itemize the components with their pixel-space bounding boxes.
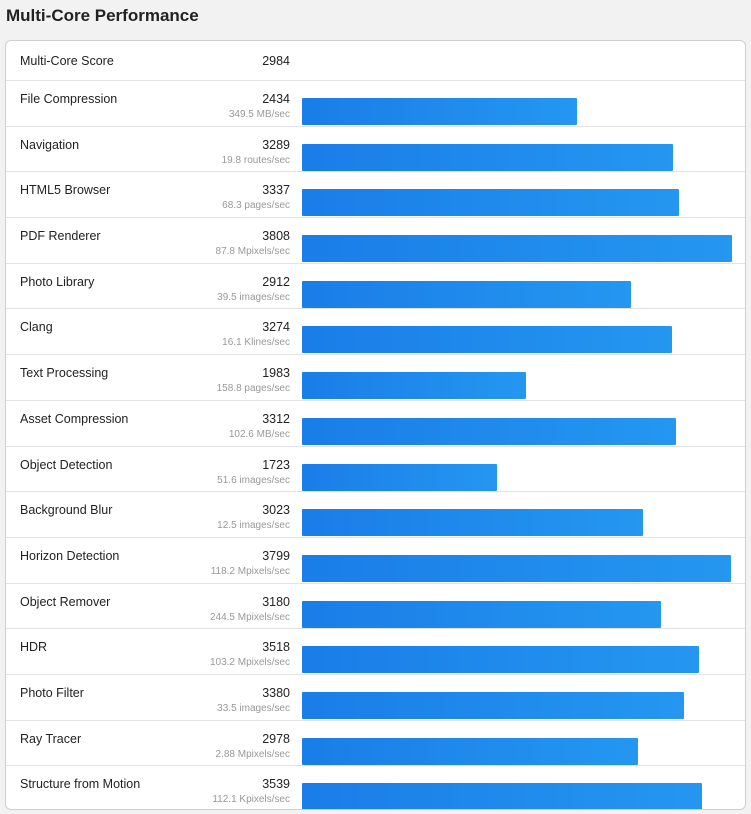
benchmark-score: 3518: [262, 640, 290, 655]
benchmark-bar: [302, 372, 526, 400]
benchmark-rate: 39.5 images/sec: [217, 291, 290, 303]
benchmark-row: HTML5 Browser 3337 68.3 pages/sec: [6, 171, 745, 217]
benchmark-bar: [302, 189, 679, 217]
benchmark-rate: 19.8 routes/sec: [221, 154, 290, 166]
benchmark-rate: 2.88 Mpixels/sec: [215, 748, 290, 760]
benchmark-score: 3180: [262, 594, 290, 609]
benchmark-row: HDR 3518 103.2 Mpixels/sec: [6, 628, 745, 674]
benchmark-name: Photo Library: [20, 274, 95, 289]
benchmark-name: Clang: [20, 320, 53, 335]
benchmark-bar: [302, 417, 676, 445]
benchmark-row: Text Processing 1983 158.8 pages/sec: [6, 354, 745, 400]
benchmark-bar: [302, 783, 702, 809]
overall-score-value: 2984: [262, 54, 290, 68]
benchmark-row: Photo Filter 3380 33.5 images/sec: [6, 673, 745, 720]
benchmark-bar: [302, 280, 631, 308]
benchmark-bar: [302, 463, 497, 491]
benchmark-row: Photo Library 2912 39.5 images/sec: [6, 262, 745, 309]
benchmark-bar: [302, 600, 661, 628]
benchmark-rate: 102.6 MB/sec: [228, 428, 290, 440]
benchmark-score: 3274: [262, 320, 290, 335]
benchmark-rate: 33.5 images/sec: [217, 702, 290, 714]
benchmark-rate: 103.2 Mpixels/sec: [209, 657, 290, 669]
benchmark-rate: 51.6 images/sec: [217, 474, 290, 486]
overall-score-row: Multi-Core Score 2984: [6, 41, 745, 80]
benchmark-rate: 112.1 Kpixels/sec: [212, 794, 290, 806]
benchmark-score: 1723: [262, 457, 290, 472]
benchmark-score: 2912: [262, 274, 290, 289]
benchmark-rate: 118.2 Mpixels/sec: [210, 565, 290, 577]
benchmark-bar: [302, 326, 672, 354]
benchmark-name: Object Detection: [20, 457, 113, 472]
benchmark-name: HDR: [20, 640, 48, 655]
benchmark-score: 3023: [262, 503, 290, 518]
benchmark-bar: [302, 691, 684, 719]
benchmark-row: Structure from Motion 3539 112.1 Kpixels/s…: [6, 765, 745, 809]
benchmark-name: Structure from Motion: [20, 777, 141, 792]
benchmark-bar: [302, 143, 673, 171]
benchmark-rate: 349.5 MB/sec: [228, 109, 290, 120]
benchmark-name: HTML5 Browser: [20, 183, 111, 198]
benchmark-bar: [302, 98, 577, 125]
benchmark-row: Ray Tracer 2978 2.88 Mpixels/sec: [6, 719, 745, 766]
benchmark-name: Object Remover: [20, 594, 111, 609]
benchmark-score: 3312: [262, 411, 290, 426]
benchmark-name: Ray Tracer: [20, 731, 82, 746]
benchmark-rate: 87.8 Mpixels/sec: [215, 246, 290, 258]
benchmark-score: 1983: [262, 366, 290, 381]
overall-score-label: Multi-Core Score: [20, 54, 114, 68]
benchmark-name: PDF Renderer: [20, 229, 101, 244]
benchmark-row: PDF Renderer 3808 87.8 Mpixels/sec: [6, 217, 745, 263]
results-card: Multi-Core Score 2984 File Compression 24…: [5, 40, 746, 810]
benchmark-row: Object Remover 3180 244.5 Mpixels/sec: [6, 582, 745, 629]
benchmark-rate: 158.8 pages/sec: [216, 383, 290, 395]
benchmark-name: Asset Compression: [20, 411, 129, 426]
benchmark-bar: [302, 646, 699, 674]
benchmark-row: Horizon Detection 3799 118.2 Mpixels/sec: [6, 536, 745, 583]
benchmark-name: Navigation: [20, 137, 80, 152]
benchmark-score: 3337: [262, 183, 290, 198]
benchmark-name: Text Processing: [20, 366, 109, 381]
benchmark-score: 2434: [262, 92, 290, 106]
benchmark-rate: 244.5 Mpixels/sec: [209, 611, 290, 623]
benchmark-row: Background Blur 3023 12.5 images/sec: [6, 491, 745, 537]
benchmark-name: Horizon Detection: [20, 548, 120, 563]
benchmark-bar: [302, 737, 638, 765]
page-title: Multi-Core Performance: [6, 6, 199, 25]
benchmark-bar: [302, 235, 732, 263]
benchmark-row: Asset Compression 3312 102.6 MB/sec: [6, 399, 745, 446]
benchmark-score: 3808: [262, 229, 290, 244]
benchmark-score: 2978: [262, 731, 290, 746]
benchmark-score: 3289: [262, 137, 290, 152]
benchmark-bar: [302, 554, 731, 582]
benchmark-row: Navigation 3289 19.8 routes/sec: [6, 125, 745, 172]
benchmark-row: Object Detection 1723 51.6 images/sec: [6, 445, 745, 492]
benchmark-rate: 12.5 images/sec: [217, 520, 290, 532]
benchmark-name: File Compression: [20, 92, 118, 106]
benchmark-bar: [302, 509, 643, 537]
benchmark-score: 3539: [262, 777, 290, 792]
benchmark-rate: 68.3 pages/sec: [222, 200, 290, 212]
benchmark-row: Clang 3274 16.1 Klines/sec: [6, 308, 745, 354]
benchmark-rate: 16.1 Klines/sec: [222, 337, 290, 349]
benchmark-score: 3380: [262, 685, 290, 700]
benchmark-score: 3799: [262, 548, 290, 563]
benchmark-row: File Compression 2434 349.5 MB/sec: [6, 80, 745, 126]
benchmark-name: Background Blur: [20, 503, 113, 518]
benchmark-name: Photo Filter: [20, 685, 84, 700]
